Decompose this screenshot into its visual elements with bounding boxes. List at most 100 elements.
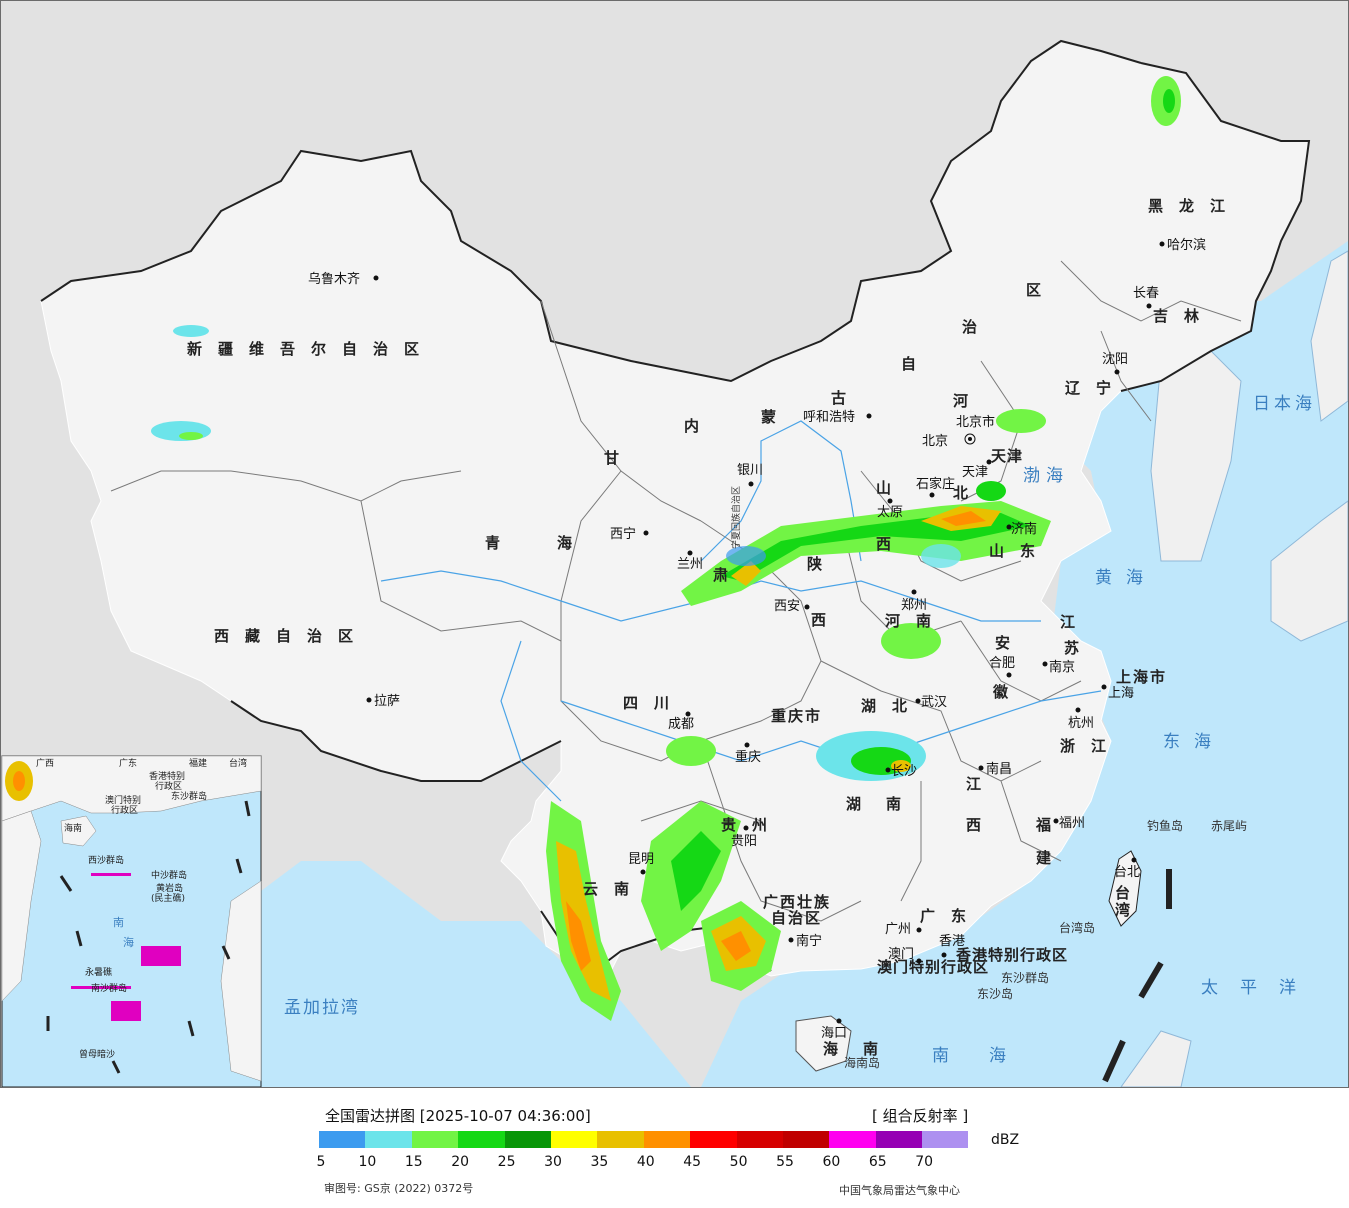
- legend-tick-label: 50: [729, 1154, 748, 1170]
- province-label-taiwan-2: 湾: [1115, 901, 1146, 919]
- province-label-guangxi-2: 自治区: [771, 909, 822, 927]
- legend-unit: dBZ: [991, 1132, 1020, 1148]
- province-label-jilin: 吉林: [1153, 307, 1215, 325]
- province-label-anhui-2: 徽: [992, 683, 1024, 701]
- city-chengdu: 成都: [668, 717, 694, 732]
- city-labels: 乌鲁木齐 拉萨 西宁 兰州 银川 呼和浩特 北京 北京市 天津 石家庄 太原 济…: [308, 237, 1206, 1041]
- province-label-shanghai: 上海市: [1116, 668, 1167, 686]
- city-hohhot: 呼和浩特: [803, 410, 855, 425]
- inset-label-taiwan: 台湾: [229, 757, 247, 769]
- legend-swatch: [690, 1131, 737, 1148]
- province-label-guangdong: 广东: [920, 907, 982, 925]
- legend-swatch: [365, 1131, 412, 1148]
- city-shenyang: 沈阳: [1102, 352, 1128, 367]
- legend-swatch: [458, 1131, 505, 1148]
- city-wuhan: 武汉: [921, 695, 947, 710]
- legend-swatch: [319, 1131, 366, 1148]
- inset-label-zhongsha: 中沙群岛: [151, 869, 187, 881]
- province-labels: 新疆维吾尔自治区 西藏自治区 青 海 甘 肃 内 蒙 古 自 治 区 黑龙江 吉…: [187, 197, 1241, 1058]
- city-changsha: 长沙: [891, 764, 917, 779]
- island-dongsha-qundao: 东沙群岛: [1001, 970, 1049, 985]
- city-hongkong: 香港: [939, 934, 965, 949]
- inset-label-mo-2: 行政区: [111, 804, 138, 816]
- province-label-xizang: 西藏自治区: [214, 627, 369, 645]
- city-beijing: 北京: [922, 434, 948, 449]
- province-label-neimenggu-2: 蒙: [761, 408, 792, 426]
- city-nanning: 南宁: [796, 933, 822, 949]
- city-hefei: 合肥: [989, 656, 1015, 671]
- legend-tick-label: 5: [316, 1154, 326, 1170]
- city-tianjin: 天津: [962, 465, 988, 480]
- city-yinchuan: 银川: [737, 463, 763, 478]
- province-label-jiangxi-2: 西: [966, 816, 997, 834]
- legend-color-bar: [319, 1131, 969, 1148]
- inset-label-guangxi: 广西: [36, 757, 54, 769]
- sea-label-donghai: 东海: [1163, 732, 1225, 752]
- province-label-xinjiang: 新疆维吾尔自治区: [187, 340, 435, 358]
- inset-sea-hai: 海: [123, 935, 142, 949]
- province-label-tianjin: 天津: [991, 447, 1023, 465]
- province-label-yunnan: 云南: [583, 880, 645, 898]
- province-label-hubei: 湖北: [861, 697, 923, 715]
- legend-tick-label: 40: [636, 1154, 655, 1170]
- province-label-neimenggu-5: 治: [962, 318, 993, 336]
- legend-swatch: [829, 1131, 876, 1148]
- data-source: 中国气象局雷达气象中心: [839, 1184, 960, 1197]
- inset-label-yongshu: 永暑礁: [85, 966, 112, 978]
- inset-sea-nan: 南: [113, 916, 132, 929]
- province-label-shanxi-2: 西: [876, 535, 907, 553]
- city-lanzhou: 兰州: [677, 557, 703, 572]
- legend-tick-label: 25: [497, 1154, 516, 1170]
- province-label-qinghai-2: 海: [557, 534, 588, 552]
- legend-tick-label: 10: [358, 1154, 377, 1170]
- neighbor-land: [1120, 250, 1348, 1087]
- island-taiwan: 台湾岛: [1059, 920, 1095, 935]
- island-chiwei: 赤尾屿: [1211, 819, 1247, 833]
- province-label-gansu: 甘: [604, 449, 635, 467]
- inset-label-dongsha: 东沙群岛: [171, 790, 207, 802]
- province-label-hongkong: 香港特别行政区: [956, 946, 1068, 964]
- legend-tick-label: 15: [404, 1154, 423, 1170]
- radar-map: 新疆维吾尔自治区 西藏自治区 青 海 甘 肃 内 蒙 古 自 治 区 黑龙江 吉…: [0, 0, 1349, 1088]
- legend-tick-label: 65: [868, 1154, 887, 1170]
- city-taiyuan: 太原: [877, 505, 903, 520]
- province-label-zhejiang: 浙江: [1060, 737, 1122, 755]
- legend-swatch: [875, 1131, 923, 1148]
- island-labels: 钓鱼岛 赤尾屿 台湾岛 东沙群岛 东沙岛 海南岛: [844, 818, 1247, 1070]
- china-land: [40, 39, 1311, 1072]
- legend-swatch: [643, 1131, 691, 1148]
- legend-swatch: [504, 1131, 551, 1148]
- nine-dash-line: [1102, 869, 1172, 1083]
- legend-swatch: [782, 1131, 830, 1148]
- legend-swatch: [736, 1131, 783, 1148]
- island-diaoyu: 钓鱼岛: [1147, 818, 1183, 833]
- province-label-jiangxi-1: 江: [966, 775, 997, 793]
- south-china-sea-inset: 广西 广东 福建 台湾 香港特别 行政区 澳门特别 行政区 东沙群岛 西沙群岛 …: [1, 755, 262, 1087]
- city-guangzhou: 广州: [885, 922, 911, 937]
- province-label-heilongjiang: 黑龙江: [1148, 197, 1241, 215]
- province-label-chongqing: 重庆市: [771, 707, 822, 725]
- legend-swatch: [922, 1131, 969, 1148]
- legend-tick-label: 45: [683, 1154, 702, 1170]
- city-haikou: 海口: [821, 1026, 847, 1041]
- legend-product-type: [ 组合反射率 ]: [872, 1107, 969, 1125]
- inset-label-hk-2: 行政区: [155, 780, 182, 792]
- inset-label-huangyan-2: (民主礁): [151, 892, 185, 904]
- city-kunming: 昆明: [628, 852, 654, 867]
- province-label-hunan-2: 南: [886, 795, 917, 813]
- province-label-neimenggu-4: 自: [901, 355, 932, 373]
- city-lhasa: 拉萨: [374, 694, 400, 709]
- province-label-neimenggu-1: 内: [684, 417, 715, 435]
- city-jinan: 济南: [1011, 521, 1037, 537]
- province-label-macau: 澳门特别行政区: [877, 958, 989, 976]
- province-label-qinghai: 青: [485, 534, 516, 552]
- province-label-sichuan: 四川: [623, 694, 685, 712]
- city-taipei: 台北: [1114, 865, 1140, 880]
- city-nanjing: 南京: [1049, 659, 1075, 675]
- province-label-gansu-2: 肃: [713, 566, 744, 584]
- city-harbin: 哈尔滨: [1167, 237, 1206, 253]
- city-fuzhou: 福州: [1059, 816, 1085, 831]
- city-xining: 西宁: [610, 526, 636, 542]
- inset-label-hk-1: 香港特别: [149, 770, 185, 782]
- province-label-neimenggu-3: 古: [831, 389, 862, 407]
